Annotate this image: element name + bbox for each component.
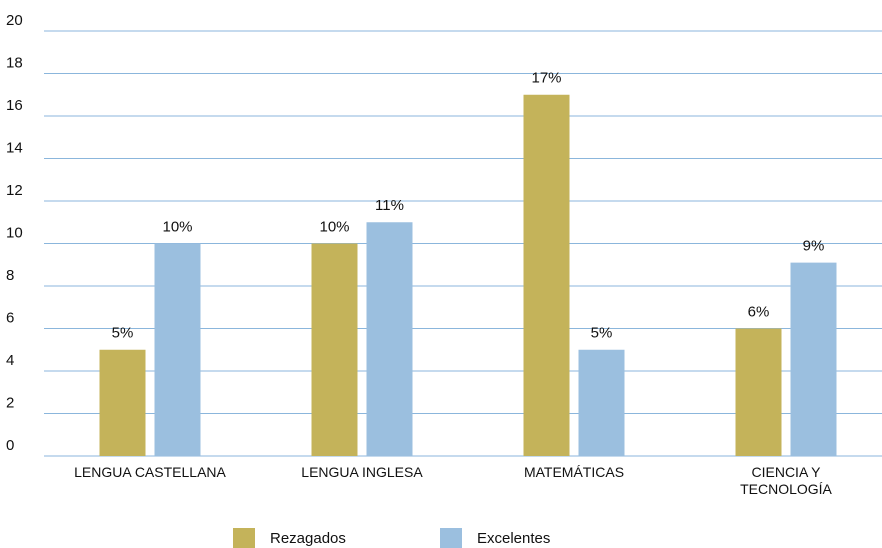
legend-swatch [440,528,462,548]
bar [154,243,201,456]
x-tick-label: LENGUA CASTELLANA [74,464,226,480]
y-tick-label: 20 [6,12,23,29]
bar [366,222,413,456]
x-tick-label: CIENCIA Y TECNOLOGÍA [740,464,832,497]
legend-swatch [233,528,255,548]
bar [790,262,837,456]
y-tick-label: 14 [6,139,23,156]
y-tick-label: 18 [6,54,23,71]
bar [311,243,358,456]
bar [523,94,570,456]
x-tick-label: LENGUA INGLESA [301,464,423,480]
data-label: 9% [803,238,825,255]
data-label: 5% [112,325,134,342]
y-tick-label: 8 [6,267,14,284]
bar [735,328,782,456]
y-tick-label: 0 [6,437,14,454]
data-label: 5% [591,325,613,342]
y-tick-label: 12 [6,182,23,199]
data-label: 6% [748,303,770,320]
y-tick-label: 2 [6,394,14,411]
y-tick-label: 10 [6,224,23,241]
bar [99,349,146,456]
data-label: 17% [531,70,561,87]
y-tick-label: 6 [6,309,14,326]
x-tick-label: MATEMÁTICAS [523,464,625,480]
bar [578,349,625,456]
legend-label: Excelentes [477,530,550,547]
data-label: 10% [162,218,192,235]
legend-label: Rezagados [270,530,346,547]
y-tick-label: 4 [6,352,14,369]
data-label: 10% [319,218,349,235]
y-tick-label: 16 [6,97,23,114]
data-label: 11% [375,197,404,214]
